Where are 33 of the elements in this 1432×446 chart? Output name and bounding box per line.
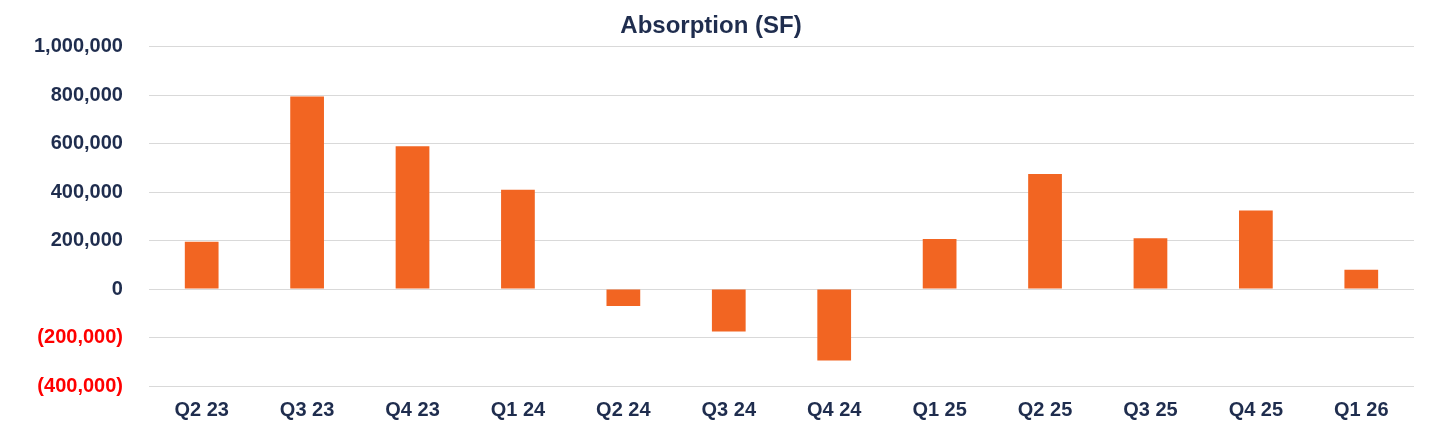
- x-tick-label: Q1 26: [1334, 397, 1389, 420]
- y-tick-label: (400,000): [37, 373, 123, 396]
- x-tick-label: Q4 25: [1228, 397, 1284, 420]
- y-tick-label: 800,000: [50, 82, 123, 105]
- bar: [817, 289, 852, 361]
- bar: [1344, 269, 1379, 289]
- x-tick-label: Q1 25: [912, 397, 967, 420]
- x-tick-label: Q2 24: [596, 397, 652, 420]
- y-tick-label: 400,000: [50, 179, 123, 202]
- y-tick-label: 200,000: [50, 228, 123, 251]
- x-tick-label: Q2 23: [174, 397, 229, 420]
- y-tick-label: 600,000: [50, 131, 123, 154]
- chart-title: Absorption (SF): [620, 11, 802, 39]
- bar: [501, 189, 535, 289]
- y-tick-label: 1,000,000: [33, 34, 123, 57]
- x-tick-label: Q3 25: [1123, 397, 1178, 420]
- bar: [606, 289, 641, 307]
- bar: [1028, 174, 1062, 289]
- bar: [184, 241, 219, 289]
- bar: [290, 96, 324, 289]
- x-tick-label: Q2 25: [1017, 397, 1073, 420]
- bar: [1239, 210, 1273, 289]
- x-tick-label: Q1 24: [490, 397, 547, 420]
- bar: [395, 146, 430, 289]
- bar: [1133, 238, 1168, 289]
- x-tick-label: Q4 24: [806, 397, 863, 420]
- bar: [922, 238, 957, 289]
- x-tick-label: Q3 23: [279, 397, 335, 420]
- y-tick-label: (200,000): [37, 325, 123, 348]
- bar: [711, 289, 746, 332]
- x-tick-label: Q4 23: [385, 397, 440, 420]
- x-tick-label: Q3 24: [701, 397, 757, 420]
- y-tick-label: 0: [111, 276, 123, 299]
